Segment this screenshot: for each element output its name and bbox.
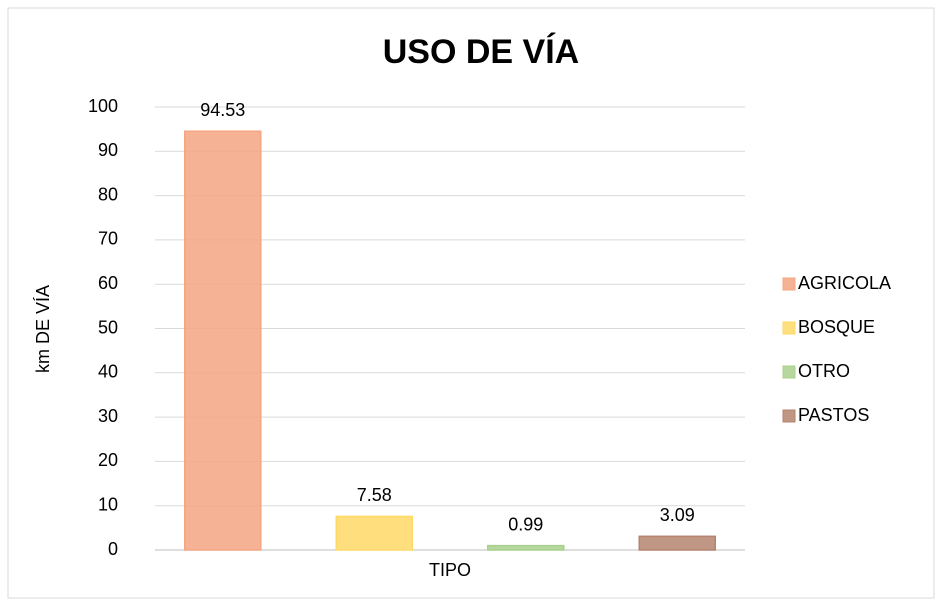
chart-frame [7,7,935,599]
y-axis-title: km DE VÍA [33,285,53,373]
y-tick-label: 10 [98,494,118,514]
legend-label: PASTOS [798,405,869,425]
y-tick-label: 100 [88,96,118,116]
y-tick-label: 30 [98,406,118,426]
legend-label: OTRO [798,361,850,381]
x-tick-label: TIPO [429,560,471,580]
legend-swatch [782,409,796,423]
data-label: 7.58 [357,485,392,505]
y-tick-label: 50 [98,317,118,337]
legend-label: BOSQUE [798,317,875,337]
data-label: 0.99 [508,514,543,534]
bar [184,130,262,551]
y-tick-label: 90 [98,140,118,160]
legend-label: AGRICOLA [798,273,891,293]
chart-title: USO DE VÍA [383,33,579,71]
data-label: 3.09 [660,505,695,525]
bar [487,544,565,551]
y-tick-label: 40 [98,362,118,382]
data-label: 94.53 [200,100,245,120]
y-tick-label: 20 [98,450,118,470]
y-tick-label: 60 [98,273,118,293]
y-tick-label: 70 [98,229,118,249]
legend-swatch [782,277,796,291]
legend-swatch [782,365,796,379]
bar [335,515,413,551]
bar [638,535,716,551]
legend-swatch [782,321,796,335]
y-tick-label: 0 [108,539,118,559]
y-tick-label: 80 [98,184,118,204]
